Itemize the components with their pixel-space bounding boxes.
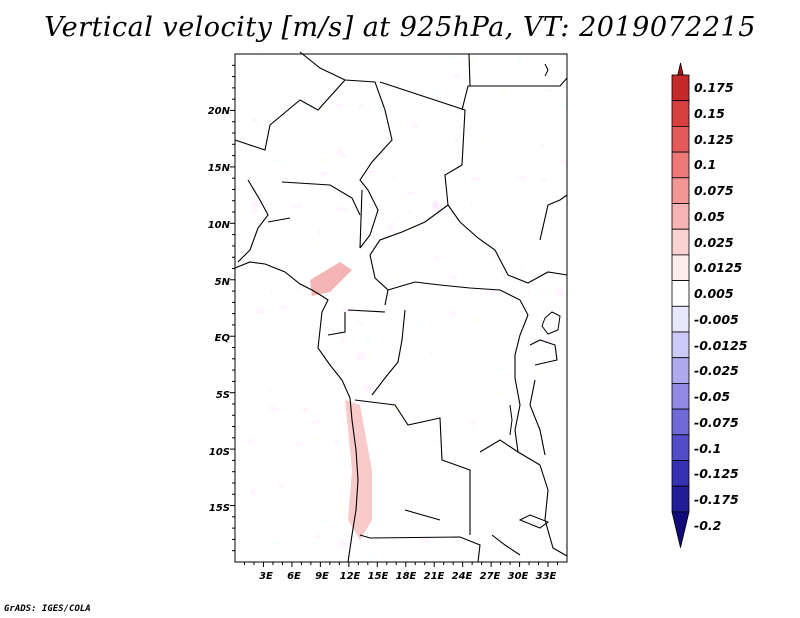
colorbar-label: 0.125 [694,132,734,147]
colorbar-swatch [671,100,690,127]
colorbar-swatch [671,485,690,513]
lon-label: 21E [424,571,445,582]
colorbar-swatch [671,382,690,410]
country-borders [234,51,568,563]
colorbar-swatch [671,331,690,359]
colorbar-swatch [671,357,690,384]
lat-label: 5N [215,277,231,288]
colorbar-swatch [671,177,690,204]
colorbar-swatch [671,305,690,333]
colorbar-label: 0.0125 [694,260,743,275]
lat-label: 20N [208,106,231,117]
colorbar-swatch [671,280,690,307]
colorbar-swatch [671,511,690,548]
colorbar-label: -0.125 [694,466,739,481]
lat-label: 10S [209,447,230,458]
lon-label: 24E [452,571,473,582]
colorbar-label: -0.0125 [694,338,748,353]
colorbar-label: 0.05 [694,209,725,224]
colorbar-swatch [671,228,690,256]
colorbar [671,62,690,548]
colorbar-label: -0.075 [694,415,739,430]
colorbar-label: 0.175 [694,80,734,95]
velocity-field [235,54,567,562]
colorbar-label: -0.05 [694,389,730,404]
colorbar-label: -0.005 [694,312,739,327]
lon-label: 9E [315,571,329,582]
colorbar-swatch [671,203,690,230]
lon-label: 33E [536,571,557,582]
colorbar-swatch [671,254,690,281]
colorbar-swatch [671,434,690,461]
lon-label: 15E [368,571,389,582]
colorbar-labels: 0.175 0.15 0.125 0.1 0.075 0.05 0.025 0.… [694,80,748,533]
colorbar-label: -0.2 [694,518,721,533]
chart-title: Vertical velocity [m/s] at 925hPa, VT: 2… [44,12,756,43]
lat-label: EQ [215,333,231,344]
colorbar-label: 0.15 [694,106,725,121]
colorbar-label: 0.005 [694,286,734,301]
lon-labels: 3E 6E 9E 12E 15E 18E 21E 24E 27E 30E 33E [259,571,556,582]
colorbar-swatch [671,126,690,153]
lon-label: 18E [396,571,417,582]
lon-label: 12E [340,571,361,582]
colorbar-swatch [671,460,690,487]
lat-label: 15N [208,163,231,174]
lat-label: 15S [209,503,230,514]
axis-ticks [230,64,559,567]
lake-outlines [509,63,561,529]
lat-labels: 20N 15N 10N 5N EQ 5S 10S 15S [208,106,231,514]
lon-label: 30E [508,571,529,582]
colorbar-swatch [671,408,690,436]
colorbar-label: -0.175 [694,492,739,507]
colorbar-label: 0.025 [694,235,734,250]
lon-label: 27E [480,571,501,582]
colorbar-label: 0.075 [694,183,734,198]
colorbar-swatch [671,151,690,179]
grads-credit: GrADS: IGES/COLA [4,604,91,614]
colorbar-swatch [671,74,690,102]
lat-label: 5S [216,390,230,401]
colorbar-label: -0.1 [694,441,721,456]
map-frame [234,53,568,563]
colorbar-label: 0.1 [694,157,716,172]
lon-label: 3E [259,571,273,582]
colorbar-label: -0.025 [694,363,739,378]
lat-label: 10N [208,220,231,231]
lon-label: 6E [287,571,301,582]
